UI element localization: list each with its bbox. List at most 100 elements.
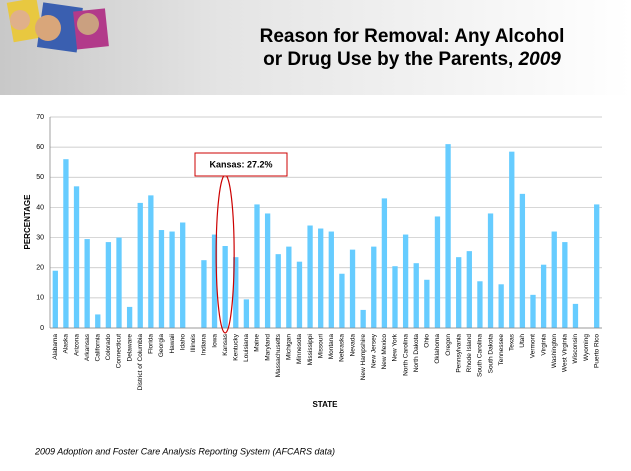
x-tick-label: Michigan [286, 334, 293, 360]
bar [148, 195, 154, 328]
bar [233, 257, 239, 328]
x-tick-label: Kansas [222, 333, 229, 355]
bar [477, 281, 483, 328]
y-tick-label: 70 [36, 114, 44, 121]
x-axis-label: STATE [312, 400, 338, 409]
x-tick-label: Indiana [201, 334, 208, 356]
bar [52, 270, 58, 328]
x-tick-label: Florida [148, 334, 155, 354]
y-tick-label: 40 [36, 204, 44, 211]
bar [95, 314, 101, 328]
bar [296, 261, 303, 328]
y-tick-label: 20 [36, 265, 44, 272]
x-tick-label: Arizona [73, 334, 80, 356]
annotation-text: Kansas: 27.2% [209, 159, 272, 169]
x-tick-label: Missouri [317, 334, 324, 358]
bar [540, 264, 547, 328]
x-tick-label: Puerto Rico [593, 334, 600, 368]
bar [424, 279, 430, 328]
x-tick-label: Illinois [190, 333, 197, 352]
bar [456, 257, 462, 328]
bar [275, 254, 281, 328]
x-tick-label: Nebraska [339, 334, 346, 362]
bar [169, 231, 175, 328]
bar [254, 204, 260, 328]
x-tick-label: Montana [328, 334, 335, 360]
x-tick-label: Pennsylvania [455, 334, 462, 373]
bar [158, 230, 165, 328]
x-tick-label: Oregon [445, 334, 452, 356]
x-tick-label: Texas [508, 333, 515, 351]
bar [84, 239, 90, 328]
bar [530, 294, 536, 328]
bar [126, 306, 133, 328]
bar [466, 251, 472, 328]
x-tick-label: Virginia [540, 334, 547, 356]
x-tick-label: Tennessee [498, 334, 505, 366]
bar [286, 246, 292, 328]
bar [243, 299, 250, 328]
bar [487, 213, 494, 328]
x-tick-label: Georgia [158, 334, 165, 358]
x-tick-label: Idaho [179, 334, 186, 351]
bar [562, 242, 568, 328]
title-line: Reason for Removal: Any Alcohol [260, 26, 565, 47]
bar [360, 309, 366, 328]
x-tick-label: West Virginia [562, 334, 569, 372]
x-tick-label: North Carolina [402, 334, 409, 376]
x-tick-label: Wyoming [583, 334, 590, 361]
bar [381, 198, 388, 328]
x-tick-label: Arkansas [84, 333, 91, 361]
bar [339, 273, 345, 328]
y-tick-label: 0 [40, 325, 44, 332]
bar [498, 284, 504, 328]
title-year: 2009 [518, 49, 562, 70]
bar [63, 159, 69, 328]
y-tick-label: 50 [36, 174, 44, 181]
x-tick-label: Alaska [63, 334, 70, 354]
x-tick-label: Utah [519, 334, 526, 348]
title-text: or Drug Use by the Parents, [263, 49, 513, 70]
x-tick-label: Maryland [264, 334, 271, 361]
bar [594, 204, 600, 328]
bar [392, 266, 398, 328]
bar [509, 151, 515, 328]
y-tick-label: 60 [36, 144, 44, 151]
x-tick-label: Iowa [211, 334, 218, 348]
x-tick-label: Vermont [530, 334, 537, 358]
x-tick-label: Kentucky [232, 333, 239, 360]
x-tick-label: South Carolina [477, 334, 484, 377]
plot: 0 10 20 30 40 50 60 70 Alabama Alaska Arizona Arkan… [36, 114, 602, 391]
x-tick-label: Alabama [52, 334, 59, 360]
bar [519, 193, 526, 328]
x-tick-label: Delaware [126, 334, 133, 362]
bar [307, 225, 313, 328]
bar [222, 246, 228, 328]
x-tick-label: Rhode Island [466, 334, 473, 373]
bar [402, 234, 409, 328]
x-tick-label: New York [392, 333, 399, 361]
y-axis-label: PERCENTAGE [23, 194, 32, 250]
x-tick-label: Minnesota [296, 334, 303, 364]
x-tick-label: South Dakota [487, 334, 494, 374]
x-tick-label: North Dakota [413, 334, 420, 373]
x-tick-label: New Mexico [381, 334, 388, 370]
x-tick-label: Nevada [349, 334, 356, 357]
bar [328, 231, 334, 328]
annotation-box [194, 152, 288, 177]
bar [105, 242, 112, 328]
bar [434, 216, 441, 328]
x-tick-label: Ohio [424, 334, 431, 348]
bar [318, 228, 324, 328]
bar [413, 263, 419, 328]
x-tick-label: District of Columbia [137, 334, 144, 391]
x-tick-label: New Jersey [370, 333, 377, 368]
x-tick-label: California [94, 334, 101, 362]
bar [371, 246, 377, 328]
source-note: 2009 Adoption and Foster Care Analysis R… [34, 446, 335, 456]
x-tick-label: Hawaii [169, 334, 176, 354]
bar [572, 303, 579, 328]
y-tick-label: 10 [36, 295, 44, 302]
x-tick-label: New Hampshire [360, 334, 367, 381]
